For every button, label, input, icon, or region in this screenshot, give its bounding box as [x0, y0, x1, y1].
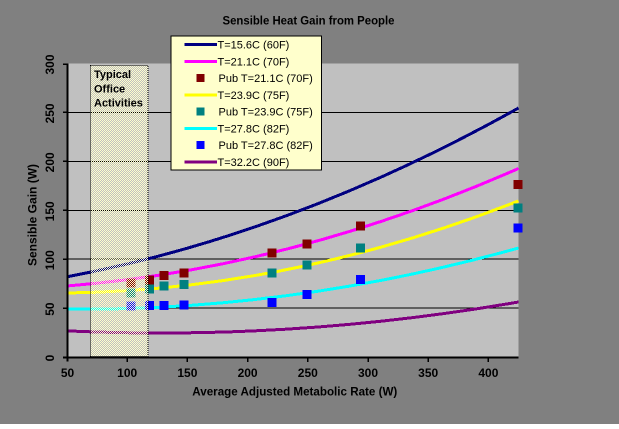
- svg-text:50: 50: [43, 302, 57, 316]
- svg-text:250: 250: [43, 103, 57, 123]
- svg-text:0: 0: [43, 354, 57, 361]
- svg-text:200: 200: [238, 366, 258, 380]
- svg-text:150: 150: [177, 366, 197, 380]
- svg-text:Pub T=27.8C (82F): Pub T=27.8C (82F): [219, 140, 313, 152]
- svg-text:100: 100: [117, 366, 137, 380]
- svg-text:Average Adjusted Metabolic Rat: Average Adjusted Metabolic Rate (W): [192, 385, 397, 399]
- svg-text:Typical: Typical: [94, 69, 131, 81]
- svg-text:50: 50: [61, 366, 75, 380]
- svg-text:250: 250: [298, 366, 318, 380]
- svg-text:300: 300: [358, 366, 378, 380]
- svg-text:Sensible Heat Gain from People: Sensible Heat Gain from People: [223, 14, 395, 28]
- svg-text:Pub T=21.1C (70F): Pub T=21.1C (70F): [219, 73, 313, 85]
- svg-text:T=27.8C (82F): T=27.8C (82F): [218, 123, 290, 135]
- svg-text:T=23.9C (75F): T=23.9C (75F): [218, 90, 290, 102]
- svg-text:T=15.6C (60F): T=15.6C (60F): [218, 40, 290, 52]
- svg-text:300: 300: [43, 54, 57, 74]
- svg-text:Office: Office: [94, 83, 125, 95]
- svg-text:Sensible Gain (W): Sensible Gain (W): [26, 164, 40, 266]
- svg-text:100: 100: [43, 250, 57, 270]
- svg-text:400: 400: [478, 366, 498, 380]
- svg-text:350: 350: [418, 366, 438, 380]
- svg-text:T=32.2C (90F): T=32.2C (90F): [218, 157, 290, 169]
- svg-text:200: 200: [43, 152, 57, 172]
- svg-text:Pub T=23.9C (75F): Pub T=23.9C (75F): [219, 107, 313, 119]
- svg-text:T=21.1C (70F): T=21.1C (70F): [218, 56, 290, 68]
- svg-text:Activities: Activities: [94, 98, 143, 110]
- svg-text:150: 150: [43, 201, 57, 221]
